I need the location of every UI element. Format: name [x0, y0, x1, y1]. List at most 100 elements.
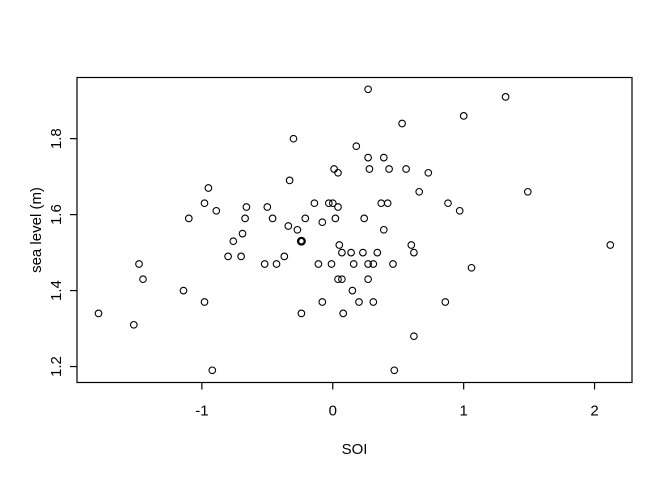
x-tick-label: 1 [459, 403, 467, 420]
data-point [415, 187, 424, 196]
plot-box-border [76, 76, 633, 384]
data-point [360, 214, 369, 223]
data-point [355, 298, 363, 306]
data-point [229, 237, 238, 246]
data-point [410, 332, 418, 341]
data-point [389, 260, 397, 268]
data-point [328, 199, 337, 208]
data-point [184, 214, 193, 223]
y-tick-label: 1.2 [48, 356, 65, 377]
data-point [334, 168, 342, 177]
data-point [310, 199, 319, 208]
data-point [459, 112, 468, 120]
y-axis-ticks [70, 138, 77, 368]
y-tick-label: 1.8 [48, 128, 65, 149]
data-point [200, 199, 209, 208]
data-point [334, 275, 342, 284]
data-point [523, 187, 532, 196]
data-point [301, 214, 310, 223]
data-point [212, 206, 221, 215]
x-axis-ticks [201, 382, 596, 390]
data-point [237, 252, 245, 261]
data-point [410, 248, 418, 257]
y-axis-tick-labels: 1.2 1.4 1.6 1.8 [48, 128, 65, 377]
y-axis-title: sea level (m) [28, 187, 45, 273]
data-point [364, 260, 372, 268]
x-axis-tick-labels: -1 0 1 2 [195, 403, 599, 420]
data-point [349, 260, 358, 268]
data-point [318, 298, 327, 306]
data-point [359, 248, 367, 257]
data-point [385, 165, 393, 173]
data-point [424, 168, 433, 177]
data-point [347, 248, 355, 257]
data-point [383, 199, 392, 208]
data-point [364, 153, 372, 162]
data-point [268, 214, 277, 223]
data-point [260, 260, 269, 268]
data-point [352, 142, 361, 151]
data-point [338, 275, 346, 284]
data-point [444, 199, 452, 208]
data-point [379, 225, 388, 234]
data-point [318, 218, 327, 227]
data-point [263, 203, 272, 211]
data-point [296, 236, 306, 246]
data-point [135, 260, 143, 268]
data-point [242, 203, 251, 211]
data-point [331, 214, 340, 223]
data-point [284, 222, 293, 230]
data-point [606, 241, 615, 249]
data-point [179, 286, 188, 295]
data-point [139, 275, 147, 284]
x-tick-label: 0 [329, 403, 337, 420]
data-points [94, 85, 615, 375]
data-point [339, 309, 348, 318]
data-point [338, 248, 346, 257]
data-point [334, 203, 342, 211]
x-tick-label: 2 [590, 403, 598, 420]
data-point [369, 260, 378, 268]
data-point [285, 176, 294, 185]
data-point [501, 93, 510, 101]
data-point [289, 134, 298, 143]
data-point [94, 309, 103, 318]
data-point [204, 184, 213, 192]
data-point [335, 241, 344, 249]
x-axis-title: SOI [342, 441, 368, 458]
data-point [200, 298, 209, 306]
data-point [327, 260, 336, 268]
data-point [348, 286, 357, 295]
data-point [324, 199, 333, 208]
data-point [377, 199, 386, 208]
data-point [407, 241, 416, 249]
data-point [297, 309, 306, 318]
data-point [441, 298, 450, 306]
data-point [373, 248, 382, 257]
data-point [208, 366, 217, 375]
data-point [369, 298, 378, 306]
y-tick-label: 1.6 [48, 204, 65, 225]
data-point [314, 260, 323, 268]
data-point [402, 165, 410, 173]
x-tick-label: -1 [195, 403, 208, 420]
y-tick-label: 1.4 [48, 280, 65, 301]
data-point [280, 252, 289, 261]
data-point [455, 206, 464, 215]
data-point [330, 165, 338, 173]
data-point [272, 260, 281, 268]
data-point [293, 225, 302, 234]
data-point [364, 275, 372, 284]
data-point [238, 229, 247, 238]
data-point [390, 366, 399, 375]
data-point [364, 85, 372, 94]
data-point [398, 119, 406, 128]
data-point [467, 263, 476, 272]
data-point [379, 153, 388, 162]
data-point [241, 214, 249, 223]
data-point [129, 320, 138, 329]
data-point [365, 165, 374, 173]
data-point [224, 252, 232, 261]
